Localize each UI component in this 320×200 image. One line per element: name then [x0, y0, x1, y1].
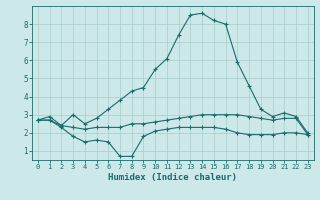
X-axis label: Humidex (Indice chaleur): Humidex (Indice chaleur) — [108, 173, 237, 182]
